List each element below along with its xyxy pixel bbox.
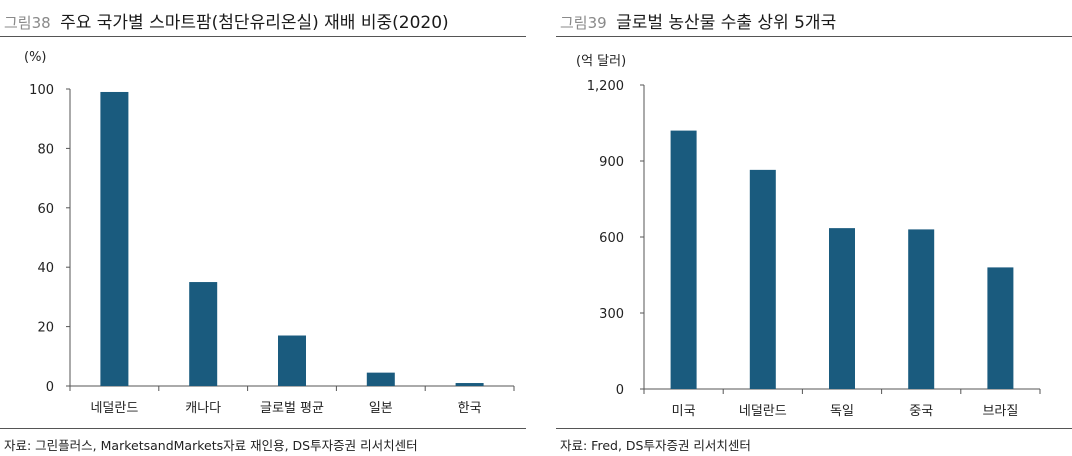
figure-38-panel: 그림38 주요 국가별 스마트팜(첨단유리온실) 재배 비중(2020) (%)… (0, 0, 526, 456)
figure-38-source: 자료: 그린플러스, MarketsandMarkets자료 재인용, DS투자… (4, 438, 418, 453)
figure-38-chart: 0 20 40 60 80 100 네덜란드 캐나다 글로벌 평균 일본 한국 (29, 83, 515, 416)
y-tick-label: 1,200 (587, 79, 624, 94)
bar (908, 229, 935, 389)
y-tick-label: 60 (37, 202, 54, 217)
figure-38-unit-label: (%) (24, 50, 47, 65)
y-tick-label: 0 (46, 380, 54, 395)
figure-39-chart: 0 300 600 900 1,200 미국 네덜란드 독일 중국 브라질 (587, 79, 1041, 419)
bar (829, 228, 855, 389)
figure-38-top-rule (0, 36, 526, 37)
y-tick-label: 20 (37, 321, 54, 336)
x-category-label: 중국 (909, 404, 933, 419)
y-tick-label: 100 (29, 83, 54, 98)
bar (455, 383, 484, 386)
figure-39-number: 그림39 (560, 14, 607, 32)
y-tick-label: 300 (599, 307, 624, 322)
figure-39-title-text: 글로벌 농산물 수출 상위 5개국 (616, 13, 837, 33)
figure-39-title: 그림39 글로벌 농산물 수출 상위 5개국 (560, 8, 836, 33)
y-tick-label: 900 (599, 155, 624, 170)
x-category-label: 독일 (830, 404, 854, 419)
x-category-label: 네덜란드 (90, 401, 138, 416)
y-tick-label: 600 (599, 231, 624, 246)
bar (987, 267, 1014, 389)
x-category-label: 글로벌 평균 (260, 401, 324, 416)
bar (278, 335, 306, 386)
figure-39-top-rule (556, 36, 1072, 37)
figure-38-title-text: 주요 국가별 스마트팜(첨단유리온실) 재배 비중(2020) (60, 13, 449, 33)
figure-39-source: 자료: Fred, DS투자증권 리서치센터 (560, 438, 751, 453)
figure-39-bottom-rule (556, 428, 1072, 429)
figure-38-number: 그림38 (4, 14, 51, 32)
figure-39-panel: 그림39 글로벌 농산물 수출 상위 5개국 (억 달러) 0 300 600 900… (556, 0, 1072, 456)
figure-38-title: 그림38 주요 국가별 스마트팜(첨단유리온실) 재배 비중(2020) (4, 8, 449, 33)
bar (749, 169, 776, 389)
figure-39-unit-label: (억 달러) (576, 54, 627, 69)
y-tick-label: 0 (616, 383, 624, 398)
x-category-label: 네덜란드 (739, 404, 787, 419)
bar (100, 91, 129, 386)
x-category-label: 캐나다 (185, 401, 221, 416)
x-category-label: 미국 (672, 404, 696, 419)
y-tick-label: 80 (37, 142, 54, 157)
x-category-label: 한국 (458, 401, 482, 416)
x-category-label: 일본 (369, 401, 393, 416)
bar (189, 282, 218, 386)
bar (366, 372, 395, 386)
bar (670, 130, 697, 389)
figure-38-bottom-rule (0, 428, 526, 429)
x-category-label: 브라질 (982, 404, 1018, 419)
y-tick-label: 40 (37, 261, 54, 276)
